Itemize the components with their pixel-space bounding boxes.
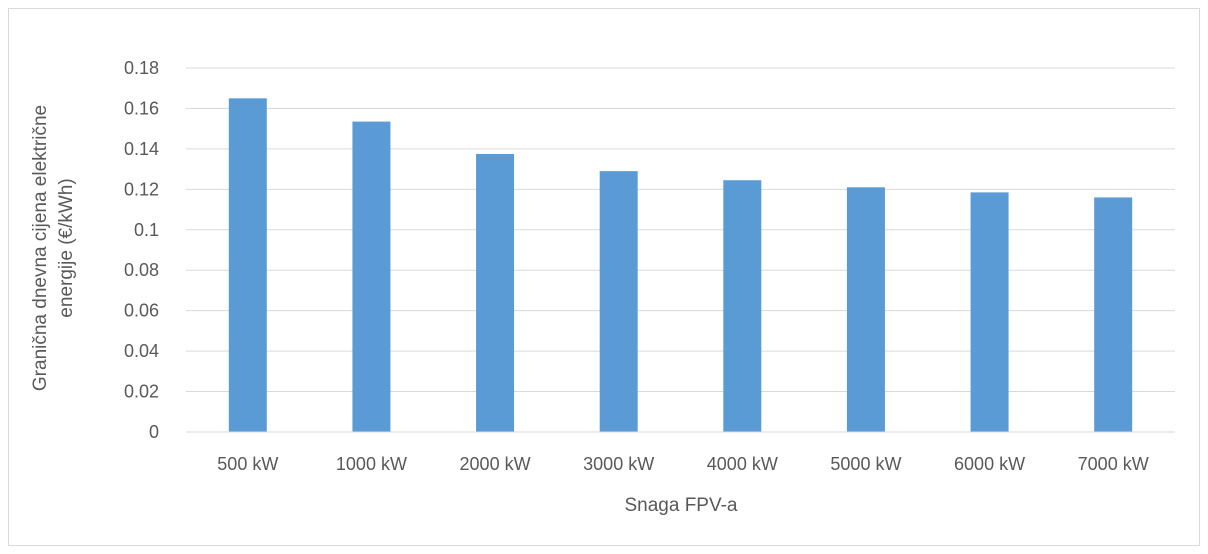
y-tick-label: 0.08 (124, 260, 159, 280)
bars (228, 98, 1133, 432)
y-tick-label: 0.04 (124, 341, 159, 361)
x-tick-label: 7000 kW (1078, 454, 1149, 474)
x-tick-label: 500 kW (217, 454, 278, 474)
bar (228, 98, 267, 432)
bar (1094, 197, 1133, 432)
bar (723, 180, 762, 432)
x-tick-label: 6000 kW (954, 454, 1025, 474)
y-tick-label: 0.1 (134, 220, 159, 240)
x-tick-label: 2000 kW (460, 454, 531, 474)
x-tick-label: 3000 kW (583, 454, 654, 474)
y-tick-label: 0.06 (124, 301, 159, 321)
x-tick-label: 1000 kW (336, 454, 407, 474)
gridlines (186, 67, 1175, 393)
bar (970, 192, 1009, 432)
y-tick-label: 0.16 (124, 98, 159, 118)
y-tick-label: 0.14 (124, 139, 159, 159)
x-tick-labels: 500 kW 1000 kW 2000 kW 3000 kW 4000 kW 5000 k… (217, 454, 1148, 474)
x-axis-label: Snaga FPV-a (624, 495, 737, 516)
y-axis-label-line-1: Granična dnevna cijena električne (30, 105, 51, 391)
bar (476, 153, 515, 432)
y-axis-label-line-2: energije (€/kWh) (56, 178, 77, 317)
bar (352, 121, 391, 432)
y-tick-label: 0.12 (124, 179, 159, 199)
y-tick-label: 0.18 (124, 58, 159, 78)
bar (846, 187, 885, 432)
y-axis-label: Granična dnevna cijena električne energi… (30, 105, 77, 391)
bar (599, 171, 638, 432)
y-tick-labels: 0 0.02 0.04 0.06 0.08 0.1 0.12 0.14 0.16 0.18 (124, 58, 159, 442)
y-tick-label: 0 (149, 422, 159, 442)
x-tick-label: 4000 kW (707, 454, 778, 474)
y-tick-label: 0.02 (124, 382, 159, 402)
x-tick-label: 5000 kW (830, 454, 901, 474)
